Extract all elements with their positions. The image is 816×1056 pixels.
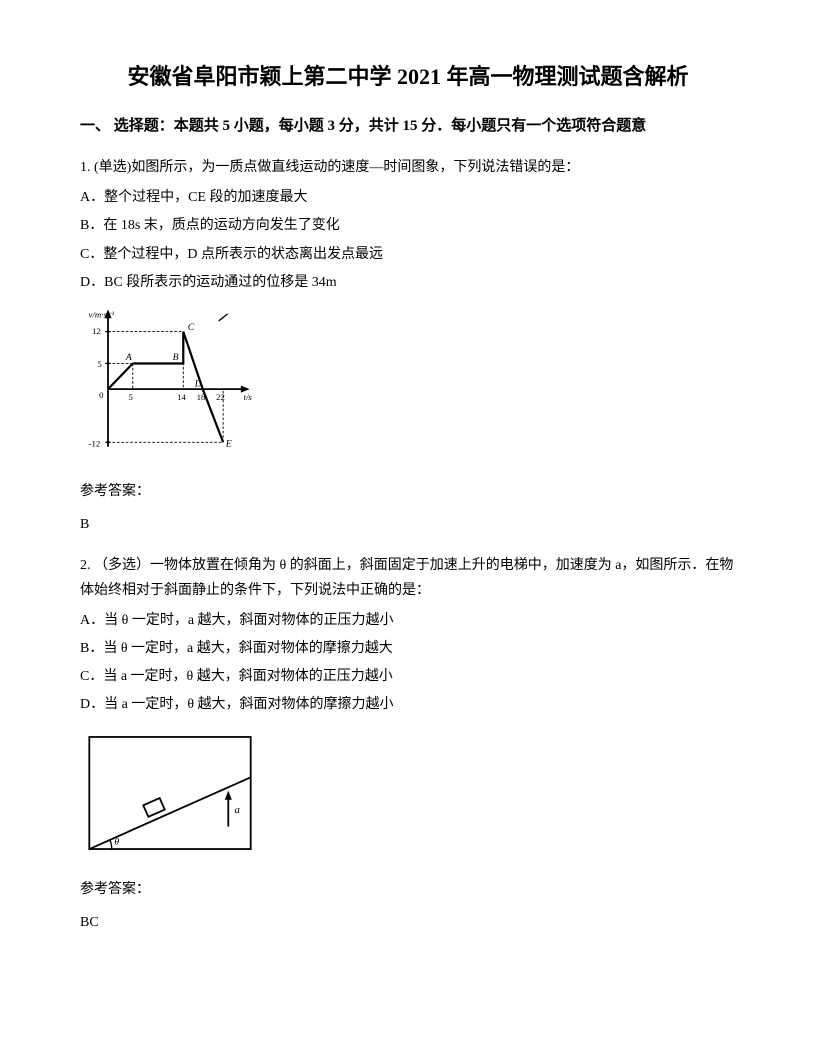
svg-text:5: 5 — [128, 392, 133, 402]
incline-diagram: θ a — [80, 728, 260, 858]
q1-answer: B — [80, 512, 736, 537]
q2-option-c: C．当 a 一定时，θ 越大，斜面对物体的正压力越小 — [80, 664, 736, 689]
q1-prompt: 1. (单选)如图所示，为一质点做直线运动的速度—时间图象，下列说法错误的是： — [80, 155, 736, 180]
q1-figure: v/m·s⁻¹ 12 5 0 -12 5 14 18 22 t/s A B C … — [80, 305, 736, 469]
svg-text:θ: θ — [114, 836, 119, 847]
svg-text:-12: -12 — [89, 439, 101, 449]
svg-text:A: A — [125, 352, 132, 363]
document-title: 安徽省阜阳市颖上第二中学 2021 年高一物理测试题含解析 — [80, 60, 736, 93]
q2-option-a: A．当 θ 一定时，a 越大，斜面对物体的正压力越小 — [80, 608, 736, 633]
svg-text:v/m·s⁻¹: v/m·s⁻¹ — [89, 309, 115, 319]
svg-text:E: E — [225, 439, 232, 450]
q2-option-b: B．当 θ 一定时，a 越大，斜面对物体的摩擦力越大 — [80, 636, 736, 661]
velocity-time-graph: v/m·s⁻¹ 12 5 0 -12 5 14 18 22 t/s A B C … — [80, 305, 260, 460]
q2-answer: BC — [80, 910, 736, 935]
q2-answer-label: 参考答案： — [80, 877, 736, 902]
svg-text:12: 12 — [92, 326, 101, 336]
section-header: 一、 选择题：本题共 5 小题，每小题 3 分，共计 15 分．每小题只有一个选… — [80, 113, 736, 140]
q2-prompt: 2. （多选）一物体放置在倾角为 θ 的斜面上，斜面固定于加速上升的电梯中，加速… — [80, 553, 736, 603]
q1-option-d: D．BC 段所表示的运动通过的位移是 34m — [80, 270, 736, 295]
svg-text:B: B — [173, 352, 179, 363]
svg-text:a: a — [235, 804, 240, 816]
svg-text:C: C — [188, 322, 195, 333]
q1-option-a: A．整个过程中，CE 段的加速度最大 — [80, 185, 736, 210]
svg-text:t/s: t/s — [244, 392, 253, 402]
svg-text:D: D — [194, 378, 202, 389]
q2-figure: θ a — [80, 728, 736, 867]
q1-option-c: C．整个过程中，D 点所表示的状态离出发点最远 — [80, 242, 736, 267]
svg-text:14: 14 — [177, 392, 186, 402]
q1-option-b: B．在 18s 末，质点的运动方向发生了变化 — [80, 213, 736, 238]
svg-text:0: 0 — [99, 390, 104, 400]
q1-answer-label: 参考答案： — [80, 479, 736, 504]
svg-text:5: 5 — [97, 359, 102, 369]
q2-option-d: D．当 a 一定时，θ 越大，斜面对物体的摩擦力越小 — [80, 692, 736, 717]
